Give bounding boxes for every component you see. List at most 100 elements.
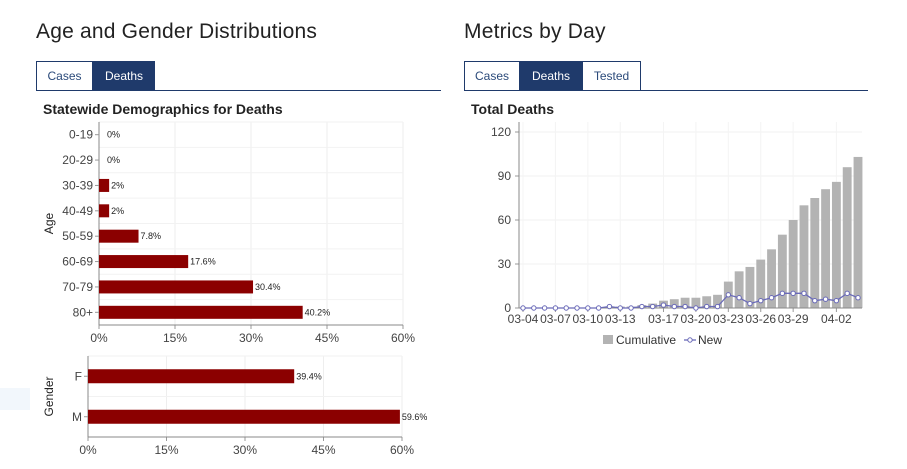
data-point — [714, 303, 721, 310]
data-point — [758, 297, 764, 304]
data-label: 30.4% — [255, 282, 281, 292]
tab-deaths[interactable]: Deaths — [93, 61, 155, 91]
data-point — [639, 303, 645, 310]
bar — [99, 204, 110, 218]
data-label: 2% — [111, 206, 124, 216]
bar — [669, 299, 679, 308]
bar — [99, 229, 139, 243]
category-label: 0-19 — [69, 128, 93, 142]
x-tick-label: 03-23 — [713, 312, 744, 326]
data-point — [844, 290, 850, 297]
data-point — [855, 295, 861, 301]
bar — [734, 271, 744, 308]
bar — [99, 280, 254, 294]
category-label: 80+ — [73, 305, 93, 319]
bar — [777, 234, 787, 308]
data-point — [768, 295, 775, 301]
data-point — [606, 303, 613, 310]
x-tick-label: 15% — [163, 331, 187, 345]
x-tick-label: 60% — [391, 331, 415, 345]
x-tick-label: 03-10 — [572, 312, 603, 326]
data-point — [725, 292, 732, 298]
bar — [88, 369, 295, 384]
data-point — [671, 303, 677, 310]
right-tab-underline — [464, 90, 868, 91]
data-label: 0% — [107, 130, 120, 140]
bar — [99, 255, 189, 269]
bar — [702, 296, 712, 308]
data-label: 17.6% — [190, 257, 216, 267]
data-point — [693, 305, 699, 311]
data-point — [585, 305, 591, 311]
x-tick-label: 15% — [154, 443, 178, 457]
axis-title: Gender — [42, 376, 56, 416]
left-tab-bar: Cases Deaths — [36, 61, 155, 91]
axis-title: Age — [42, 213, 56, 235]
data-point — [833, 297, 840, 304]
data-label: 39.4% — [296, 371, 322, 381]
x-tick-label: 0% — [90, 331, 108, 345]
right-tab-bar: Cases Deaths Tested — [464, 61, 641, 91]
metrics-panel-title: Metrics by Day — [464, 20, 606, 43]
age-gender-panel-title: Age and Gender Distributions — [36, 20, 318, 43]
data-point — [595, 305, 602, 311]
data-point — [801, 290, 807, 297]
legend-label-new: New — [698, 333, 722, 347]
data-point — [574, 305, 580, 311]
y-tick-label: 0 — [504, 301, 511, 315]
bar — [745, 266, 755, 308]
category-label: 50-59 — [62, 229, 93, 243]
x-tick-label: 03-20 — [681, 312, 712, 326]
x-tick-label: 60% — [390, 443, 414, 457]
bar — [853, 156, 863, 308]
data-point — [628, 305, 634, 311]
y-tick-label: 90 — [498, 169, 512, 183]
x-tick-label: 03-04 — [508, 312, 539, 326]
data-label: 59.6% — [402, 412, 428, 422]
x-tick-label: 45% — [315, 331, 339, 345]
data-point — [704, 303, 710, 310]
data-point — [660, 302, 667, 308]
x-tick-label: 03-29 — [778, 312, 809, 326]
data-point — [617, 305, 623, 311]
data-point — [541, 305, 548, 311]
bar — [831, 181, 841, 308]
category-label: 20-29 — [62, 153, 93, 167]
tab-deaths[interactable]: Deaths — [520, 61, 582, 91]
x-tick-label: 45% — [311, 443, 335, 457]
x-tick-label: 30% — [233, 443, 257, 457]
scroll-marker — [0, 388, 30, 410]
tab-cases[interactable]: Cases — [464, 61, 520, 91]
x-tick-label: 03-26 — [745, 312, 776, 326]
data-point — [736, 295, 742, 301]
data-label: 0% — [107, 155, 120, 165]
data-point — [822, 296, 829, 302]
data-point — [563, 305, 569, 311]
tab-tested[interactable]: Tested — [582, 61, 641, 91]
bar — [88, 409, 400, 424]
bar — [810, 198, 820, 308]
age-bar-chart: 0% 15% 30% 45% 60% 0-19 0% 20-29 0% 30-39 2% 40-49 2… — [42, 121, 415, 345]
total-deaths-chart-title: Total Deaths — [471, 101, 554, 117]
demographics-chart-title: Statewide Demographics for Deaths — [43, 101, 283, 117]
category-label: 30-39 — [62, 178, 93, 192]
gender-bar-chart: 0% 15% 30% 45% 60% F 39.4% M 59.6% Gender — [42, 355, 428, 457]
x-tick-label: 30% — [239, 331, 263, 345]
data-point — [812, 297, 818, 304]
data-point — [790, 290, 796, 297]
x-tick-label: 04-02 — [821, 312, 852, 326]
bar — [691, 297, 701, 308]
data-point — [552, 305, 559, 311]
bar — [99, 305, 303, 319]
legend-swatch-new-marker — [687, 337, 693, 343]
bar — [767, 249, 776, 308]
data-point — [531, 305, 537, 311]
category-label: 60-69 — [62, 255, 93, 269]
bar — [713, 294, 722, 308]
data-point — [649, 303, 656, 310]
data-point — [779, 290, 786, 297]
bar — [99, 178, 110, 192]
x-tick-label: 03-17 — [648, 312, 679, 326]
category-label: M — [72, 410, 82, 424]
